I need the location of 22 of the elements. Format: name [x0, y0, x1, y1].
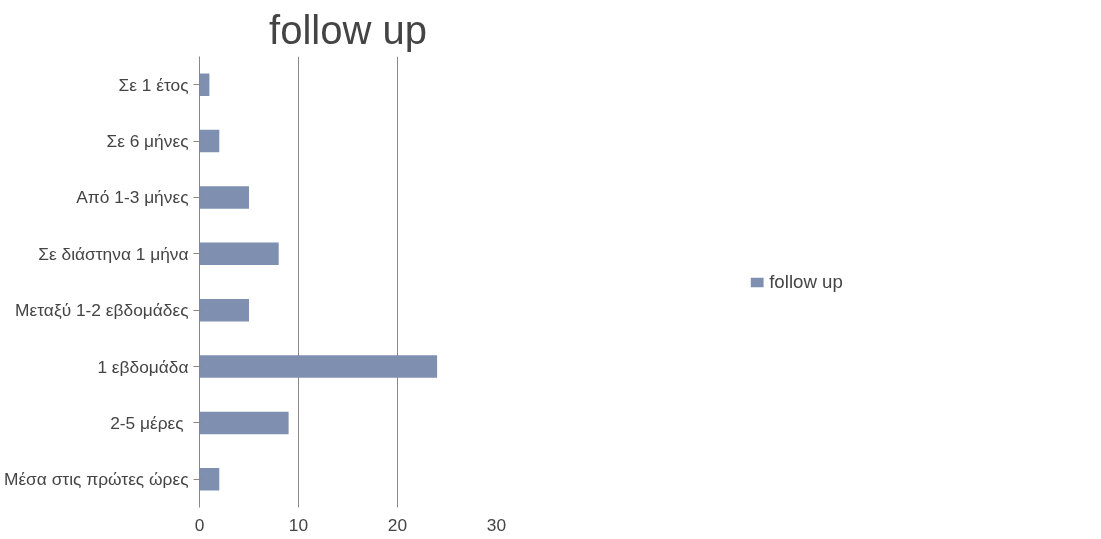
- y-tick-label: Από 1-3 μήνες: [76, 187, 189, 208]
- y-tick-label: 1 εβδομάδα: [97, 356, 189, 377]
- y-tick-label: Σε 6 μήνες: [106, 131, 189, 152]
- bar: [199, 242, 279, 266]
- chart-title: follow up: [269, 7, 427, 52]
- bar: [199, 411, 289, 435]
- bar: [199, 298, 249, 322]
- y-tick-label: 2-5 μέρες: [110, 412, 184, 433]
- bar: [199, 186, 249, 209]
- y-tick-label: Μέσα στις πρώτες ώρες: [3, 469, 189, 490]
- x-tick-label: 0: [194, 514, 205, 535]
- bar: [199, 73, 210, 96]
- legend-label: follow up: [769, 270, 843, 293]
- y-tick-label: Μεταξύ 1-2 εβδομάδες: [15, 300, 189, 321]
- y-tick-label: Σε διάστηνα 1 μήνα: [38, 243, 189, 264]
- bar: [199, 355, 438, 378]
- x-tick-label: 30: [486, 514, 507, 535]
- x-tick-label: 10: [288, 514, 309, 535]
- y-tick-label: Σε 1 έτος: [118, 74, 189, 95]
- bar: [199, 129, 220, 153]
- x-tick-label: 20: [387, 514, 408, 535]
- bar: [199, 468, 220, 491]
